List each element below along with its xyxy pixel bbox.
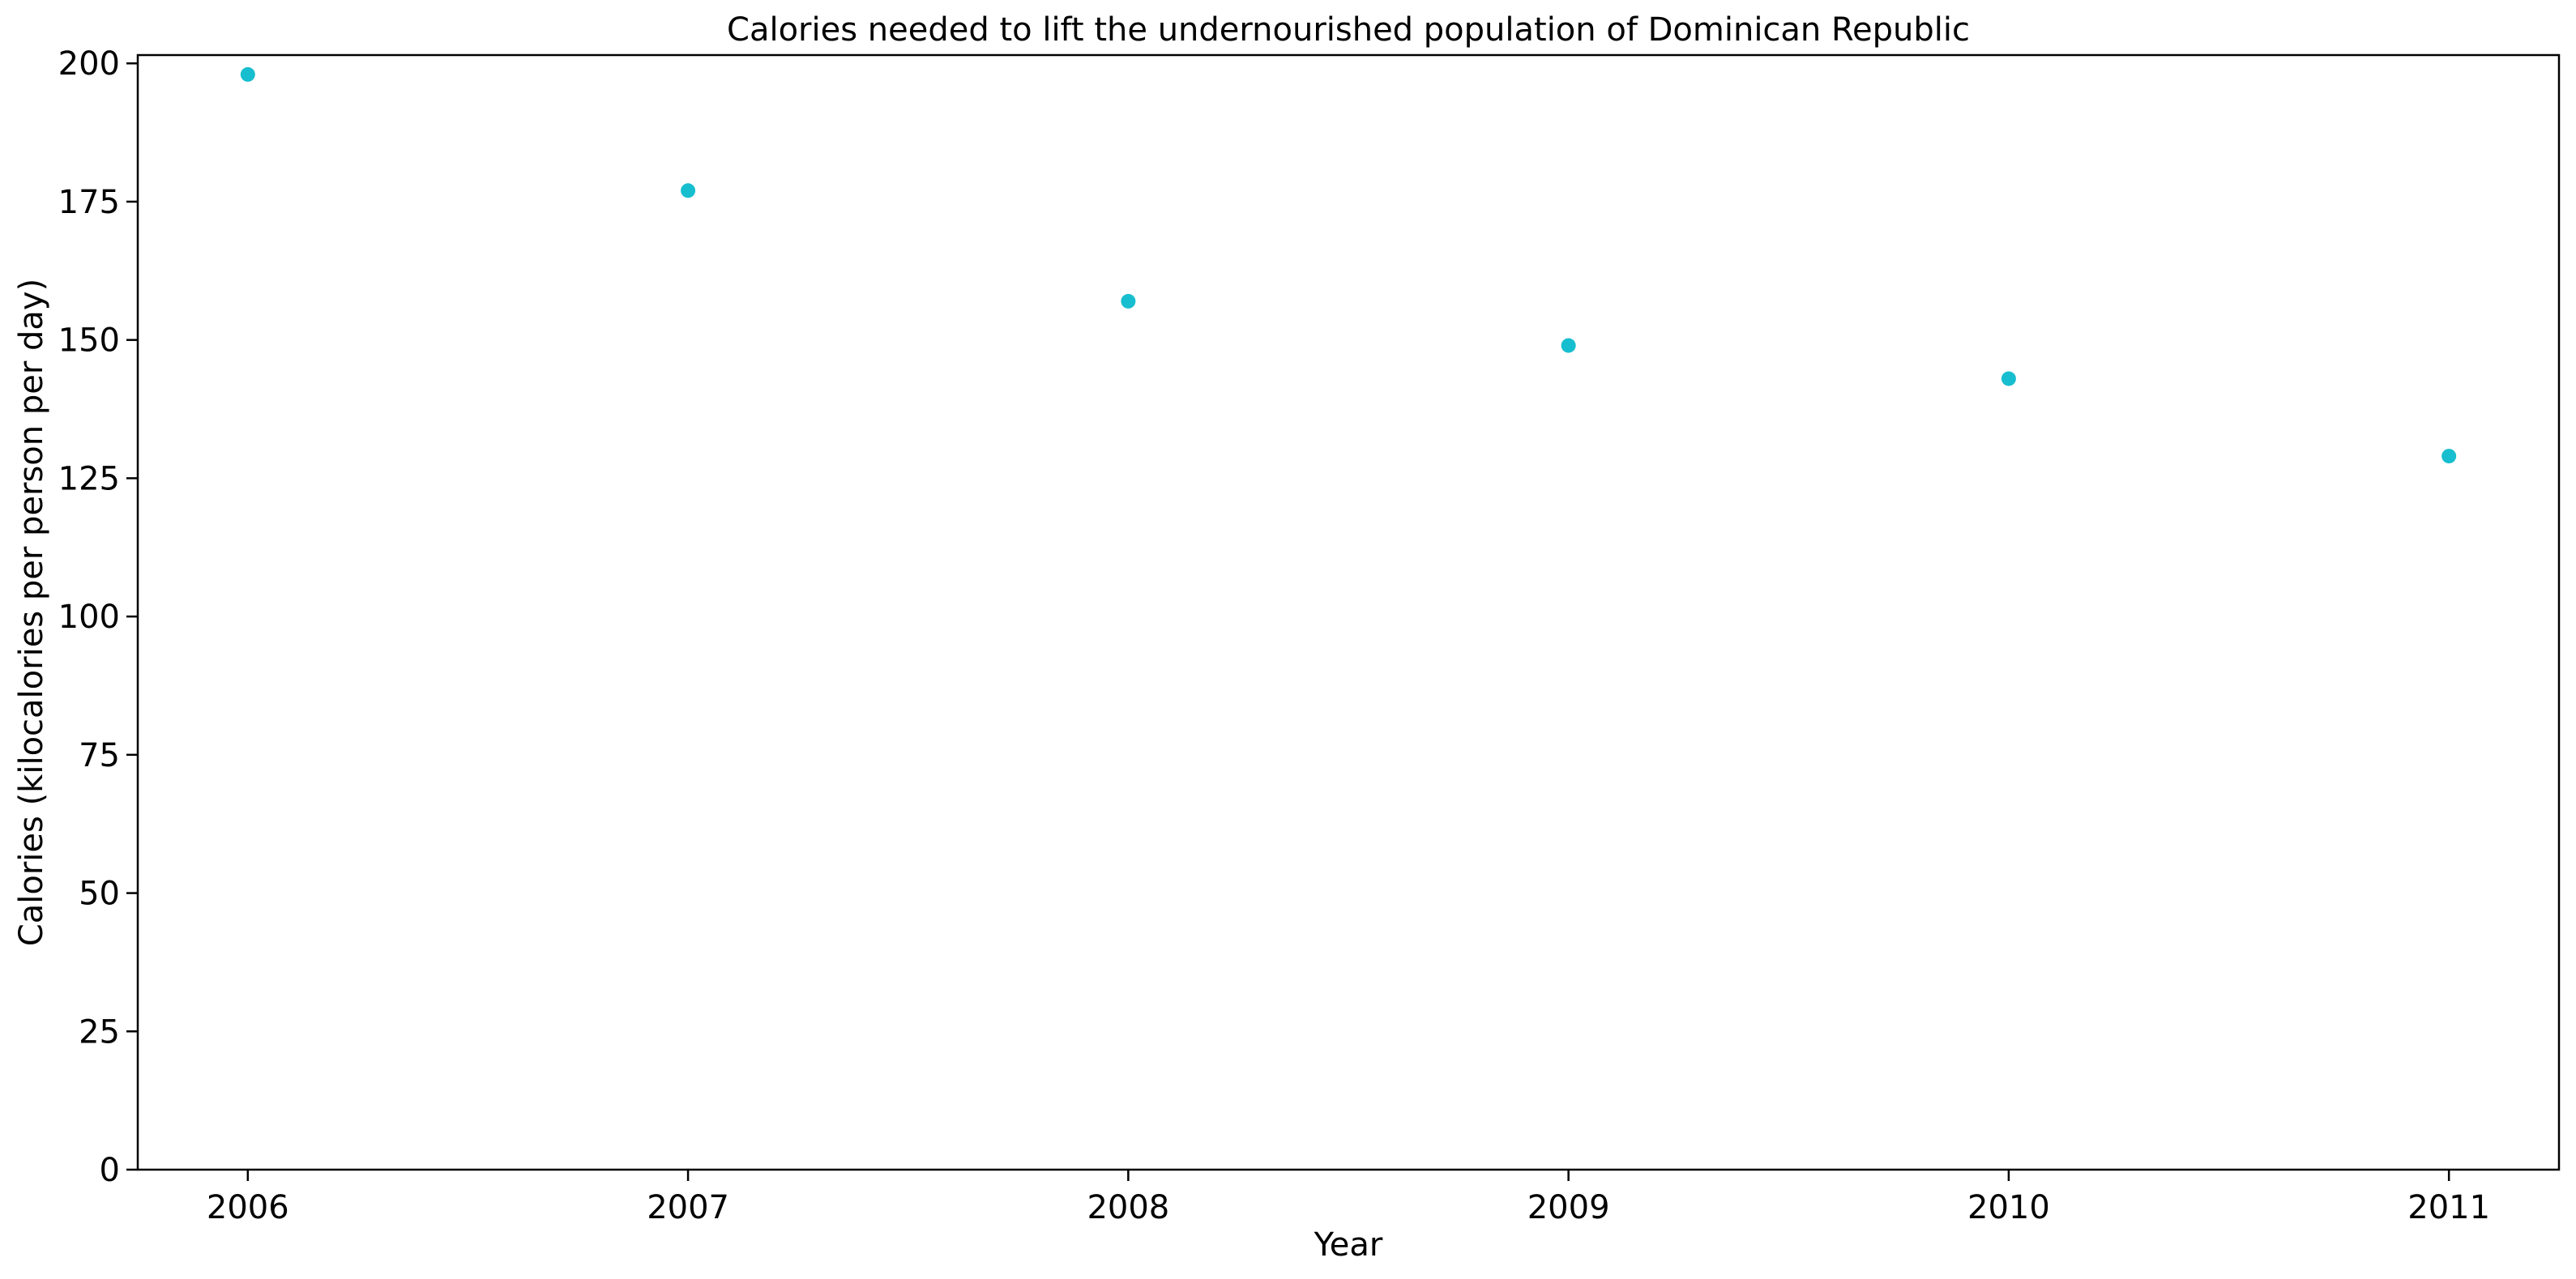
data-point xyxy=(2001,371,2016,386)
x-tick-label: 2011 xyxy=(2407,1189,2490,1226)
y-tick-label: 100 xyxy=(58,599,120,636)
data-point xyxy=(1561,338,1576,353)
data-point xyxy=(681,183,696,198)
y-tick-label: 25 xyxy=(79,1013,120,1051)
x-axis-label: Year xyxy=(1314,1226,1383,1264)
y-tick-label: 75 xyxy=(79,737,120,774)
x-tick-label: 2006 xyxy=(207,1189,289,1226)
plot-frame xyxy=(136,53,2561,1171)
y-tick-label: 200 xyxy=(58,45,120,83)
x-tick-label: 2007 xyxy=(647,1189,729,1226)
data-point xyxy=(1121,293,1136,309)
y-tick-label: 150 xyxy=(58,322,120,360)
y-tick-label: 175 xyxy=(58,184,120,221)
x-tick-label: 2010 xyxy=(1967,1189,2050,1226)
x-tick-group: 2006 2007 2008 2009 2010 2011 xyxy=(207,1170,2490,1226)
y-tick-label: 50 xyxy=(79,876,120,913)
data-point xyxy=(240,66,255,82)
x-tick-label: 2009 xyxy=(1527,1189,1610,1226)
y-tick-group: 0 25 50 75 100 125 150 175 200 xyxy=(58,45,138,1189)
x-tick-label: 2008 xyxy=(1087,1189,1169,1226)
y-tick-label: 0 xyxy=(100,1152,120,1189)
y-tick-label: 125 xyxy=(58,460,120,497)
data-points xyxy=(240,66,2457,464)
chart-title: Calories needed to lift the undernourish… xyxy=(727,11,1970,49)
data-point xyxy=(2441,449,2457,464)
y-axis-label: Calories (kilocalories per person per da… xyxy=(13,279,50,946)
